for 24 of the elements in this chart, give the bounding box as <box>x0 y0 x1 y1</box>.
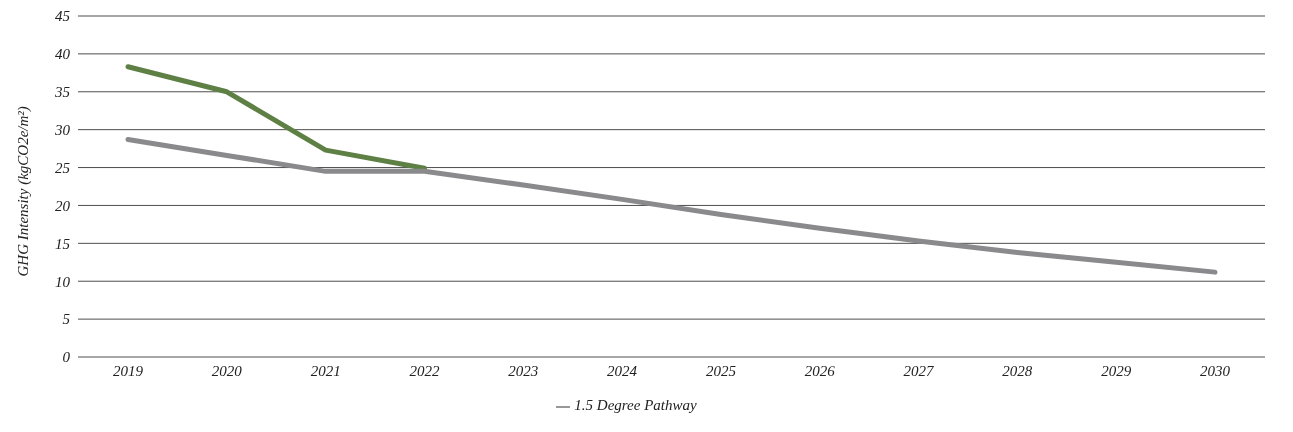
y-tick-label: 20 <box>55 197 71 214</box>
x-tick-label: 2026 <box>804 362 836 379</box>
y-tick-label: 0 <box>62 349 71 366</box>
x-tick-label: 2022 <box>409 362 440 379</box>
y-tick-label: 25 <box>55 159 71 176</box>
y-tick-label: 10 <box>55 273 71 290</box>
y-tick-label: 45 <box>55 8 71 25</box>
x-tick-label: 2027 <box>903 362 936 379</box>
x-tick-label: 2019 <box>113 362 144 379</box>
x-tick-label: 2030 <box>1200 362 1231 379</box>
x-tick-label: 2025 <box>705 362 737 379</box>
y-tick-label: 40 <box>55 46 71 63</box>
y-tick-label: 30 <box>54 121 71 138</box>
y-tick-label: 35 <box>54 84 71 101</box>
y-tick-label: 15 <box>55 235 71 252</box>
x-tick-label: 2029 <box>1101 362 1132 379</box>
legend-label: 1.5 Degree Pathway <box>574 397 697 413</box>
x-tick-label: 2024 <box>607 362 638 379</box>
y-tick-label: 5 <box>62 311 71 328</box>
x-tick-label: 2028 <box>1002 362 1033 379</box>
x-tick-label: 2021 <box>310 362 341 379</box>
x-tick-label: 2023 <box>508 362 539 379</box>
y-axis-title: GHG Intensity (kgCO2e/m²) <box>15 106 33 277</box>
x-tick-label: 2020 <box>211 362 243 379</box>
